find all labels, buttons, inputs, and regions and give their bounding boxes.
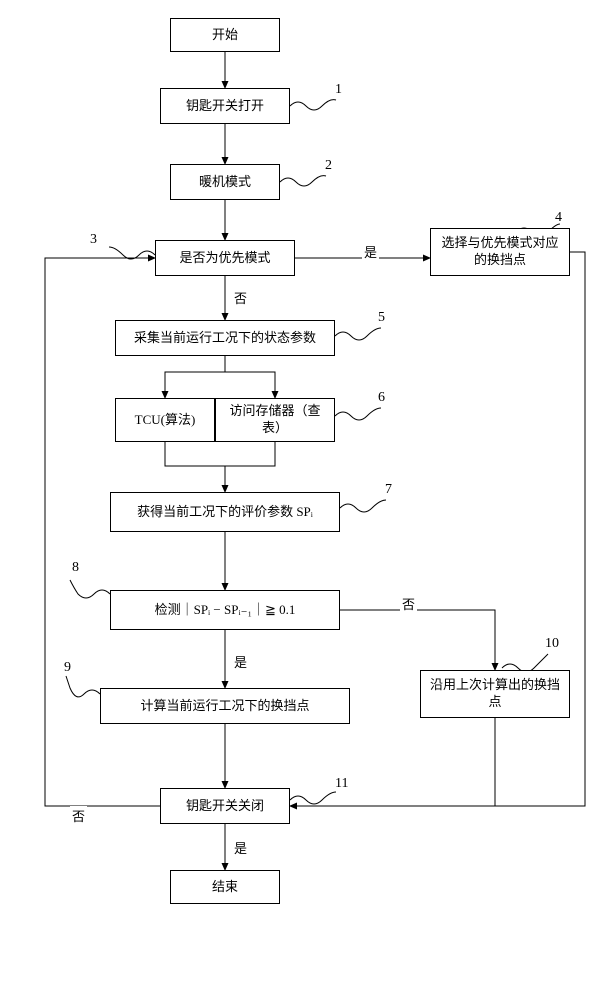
node-reuse-shift-text: 沿用上次计算出的换挡点	[427, 677, 563, 711]
callout-5: 5	[378, 310, 385, 326]
node-end: 结束	[170, 870, 280, 904]
edge-label-no-3: 否	[232, 288, 249, 307]
node-select-shift-point-text: 选择与优先模式对应的换挡点	[437, 235, 563, 269]
node-memory-lookup: 访问存储器（查表）	[215, 398, 335, 442]
node-calc-shift: 计算当前运行工况下的换挡点	[100, 688, 350, 724]
callout-6: 6	[378, 390, 385, 406]
callout-11: 11	[335, 776, 348, 792]
node-priority-mode: 是否为优先模式	[155, 240, 295, 276]
node-check-sp-text: 检测｜SPᵢ − SPᵢ₋₁｜≧ 0.1	[155, 602, 296, 619]
node-collect-params: 采集当前运行工况下的状态参数	[115, 320, 335, 356]
node-warmup: 暖机模式	[170, 164, 280, 200]
node-tcu: TCU(算法)	[115, 398, 215, 442]
edge-label-yes-3: 是	[362, 242, 379, 261]
node-priority-mode-text: 是否为优先模式	[179, 250, 270, 267]
node-end-text: 结束	[212, 879, 238, 896]
node-memory-lookup-text: 访问存储器（查表）	[222, 403, 328, 437]
edge-label-yes-11: 是	[232, 838, 249, 857]
node-key-close: 钥匙开关关闭	[160, 788, 290, 824]
edge-label-no-8: 否	[400, 594, 417, 613]
edge-label-no-11: 否	[70, 806, 87, 825]
flowchart-container: 开始 钥匙开关打开 暖机模式 是否为优先模式 选择与优先模式对应的换挡点 采集当…	[0, 0, 600, 1000]
callout-10: 10	[545, 636, 559, 652]
node-key-close-text: 钥匙开关关闭	[186, 798, 264, 815]
node-get-sp: 获得当前工况下的评价参数 SPᵢ	[110, 492, 340, 532]
node-key-open: 钥匙开关打开	[160, 88, 290, 124]
node-get-sp-text: 获得当前工况下的评价参数 SPᵢ	[137, 504, 313, 521]
node-calc-shift-text: 计算当前运行工况下的换挡点	[140, 698, 309, 715]
node-collect-params-text: 采集当前运行工况下的状态参数	[134, 330, 316, 347]
callout-2: 2	[325, 158, 332, 174]
node-check-sp: 检测｜SPᵢ − SPᵢ₋₁｜≧ 0.1	[110, 590, 340, 630]
node-warmup-text: 暖机模式	[199, 174, 251, 191]
node-select-shift-point: 选择与优先模式对应的换挡点	[430, 228, 570, 276]
callout-8: 8	[72, 560, 79, 576]
node-start-text: 开始	[212, 27, 238, 44]
callout-3: 3	[90, 232, 97, 248]
callout-1: 1	[335, 82, 342, 98]
node-reuse-shift: 沿用上次计算出的换挡点	[420, 670, 570, 718]
node-key-open-text: 钥匙开关打开	[186, 98, 264, 115]
node-start: 开始	[170, 18, 280, 52]
callout-9: 9	[64, 660, 71, 676]
callout-4: 4	[555, 210, 562, 226]
edge-label-yes-8: 是	[232, 652, 249, 671]
callout-7: 7	[385, 482, 392, 498]
node-tcu-text: TCU(算法)	[135, 412, 196, 429]
